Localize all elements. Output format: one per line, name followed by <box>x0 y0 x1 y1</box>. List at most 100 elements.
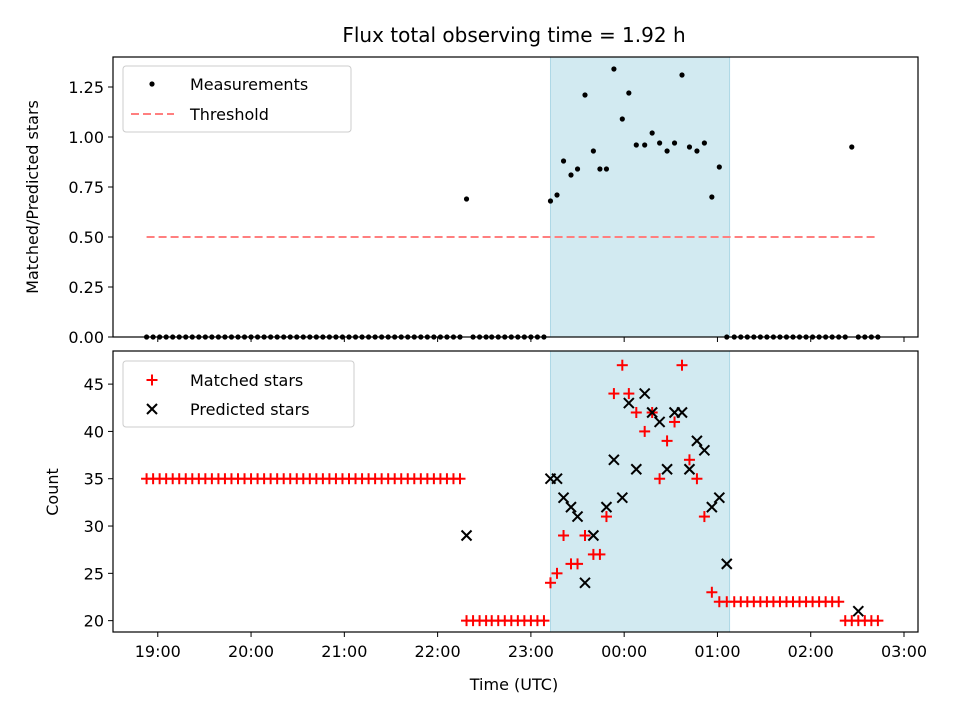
top-y-tick-label: 1.25 <box>68 78 104 97</box>
bottom-x-tick-label: 00:00 <box>601 642 647 661</box>
predicted-star-point <box>676 406 688 419</box>
top-shaded-interval <box>549 56 731 338</box>
x-axis-label: Time (UTC) <box>469 675 558 694</box>
matched-star-point <box>698 511 710 523</box>
predicted-star-point <box>852 605 865 617</box>
legend-threshold-label: Threshold <box>189 105 269 124</box>
legend-measurements-label: Measurements <box>190 75 308 94</box>
matched-star-point <box>544 577 556 589</box>
measurement-point <box>633 142 639 148</box>
matched-star-point <box>608 388 620 400</box>
matched-star-point <box>600 511 612 523</box>
measurement-point <box>649 130 655 136</box>
measurement-point <box>716 164 722 170</box>
bottom-x-tick-label: 20:00 <box>228 642 274 661</box>
predicted-star-point <box>608 454 620 466</box>
predicted-star-point <box>571 510 584 523</box>
measurement-point <box>560 158 567 164</box>
measurement-point <box>701 140 707 146</box>
bottom-y-tick-label: 20 <box>84 612 104 631</box>
measurement-point <box>686 144 693 150</box>
bottom-y-tick-label: 40 <box>84 422 104 441</box>
bottom-y-tick-label: 30 <box>84 517 104 536</box>
predicted-star-point <box>706 501 718 513</box>
matched-star-point <box>558 529 570 541</box>
predicted-star-point <box>630 463 643 475</box>
matched-star-point <box>683 454 695 466</box>
measurement-point <box>709 194 715 200</box>
legend-predicted-marker <box>146 403 158 415</box>
bottom-y-tick-label: 35 <box>84 470 104 489</box>
bottom-x-tick-label: 01:00 <box>694 642 740 661</box>
predicted-star-point <box>638 387 651 400</box>
bottom-shaded-interval <box>549 350 731 633</box>
predicted-star-point <box>600 501 613 513</box>
measurement-point <box>603 166 610 172</box>
top-y-tick-label: 0.50 <box>68 228 104 247</box>
predicted-star-point <box>460 529 473 542</box>
matched-star-point <box>872 615 884 627</box>
matched-star-point <box>594 548 606 560</box>
top-y-tick-label: 0.75 <box>68 178 104 197</box>
measurement-point <box>642 142 648 148</box>
measurement-point <box>582 92 588 98</box>
bottom-x-tick-label: 21:00 <box>321 642 367 661</box>
predicted-star-point <box>721 558 733 570</box>
predicted-star-point <box>653 416 666 428</box>
matched-star-point <box>654 473 666 485</box>
predicted-star-point <box>579 577 591 589</box>
predicted-star-point <box>683 463 696 475</box>
top-y-tick-label: 1.00 <box>68 128 104 147</box>
bottom-legend-box <box>122 360 355 428</box>
bottom-x-tick-label: 22:00 <box>415 642 461 661</box>
measurement-point <box>694 148 700 154</box>
predicted-star-point <box>616 491 629 504</box>
matched-star-point <box>572 558 584 570</box>
matched-star-point <box>661 435 673 447</box>
matched-star-point <box>551 567 563 579</box>
matched-star-point <box>579 529 591 541</box>
measurement-point <box>463 196 470 202</box>
bottom-x-tick-label: 23:00 <box>508 642 554 661</box>
measurement-point <box>568 172 574 178</box>
matched-star-point <box>676 359 688 371</box>
predicted-star-point <box>713 491 726 504</box>
matched-star-point <box>639 425 651 437</box>
matched-star-point <box>616 359 628 371</box>
measurement-point <box>547 198 554 204</box>
predicted-star-point <box>587 529 600 542</box>
legend-predicted-label: Predicted stars <box>190 400 310 419</box>
matched-star-point <box>706 586 718 598</box>
measurement-point <box>611 66 617 72</box>
top-plot-frame <box>112 56 919 338</box>
bottom-y-tick-label: 45 <box>84 375 104 394</box>
matched-star-point <box>538 615 550 627</box>
bottom-legend: Matched stars Predicted stars <box>122 360 355 428</box>
measurement-point <box>590 148 596 154</box>
bottom-panel: 19:00 20:00 21:00 22:00 23:00 00:00 01:00 02:00… <box>84 350 927 661</box>
measurement-point <box>657 140 663 146</box>
matched-star-point <box>691 473 703 485</box>
legend-matched-label: Matched stars <box>190 371 303 390</box>
measurement-point <box>554 192 560 198</box>
matched-star-point <box>630 406 642 418</box>
measurement-point <box>626 90 632 96</box>
bottom-plot-frame <box>112 350 919 633</box>
bottom-x-tick-label: 03:00 <box>881 642 927 661</box>
bottom-y-axis-label: Count <box>43 468 62 516</box>
bottom-y-tick-label: 25 <box>84 564 104 583</box>
top-legend-box <box>122 65 352 133</box>
predicted-star-point <box>557 491 570 504</box>
chart-title: Flux total observing time = 1.92 h <box>342 23 685 47</box>
measurement-point <box>597 166 603 172</box>
measurement-point <box>574 166 581 172</box>
predicted-star-point <box>623 397 635 409</box>
matched-star-point <box>669 416 681 428</box>
bottom-x-tick-label: 19:00 <box>135 642 181 661</box>
matched-star-point <box>623 388 635 400</box>
measurement-point <box>679 72 685 78</box>
measurement-point <box>849 144 855 150</box>
top-panel: 0.00 0.25 0.50 0.75 1.00 1.25 Measurements Thre… <box>68 56 919 347</box>
predicted-star-point <box>551 473 563 485</box>
